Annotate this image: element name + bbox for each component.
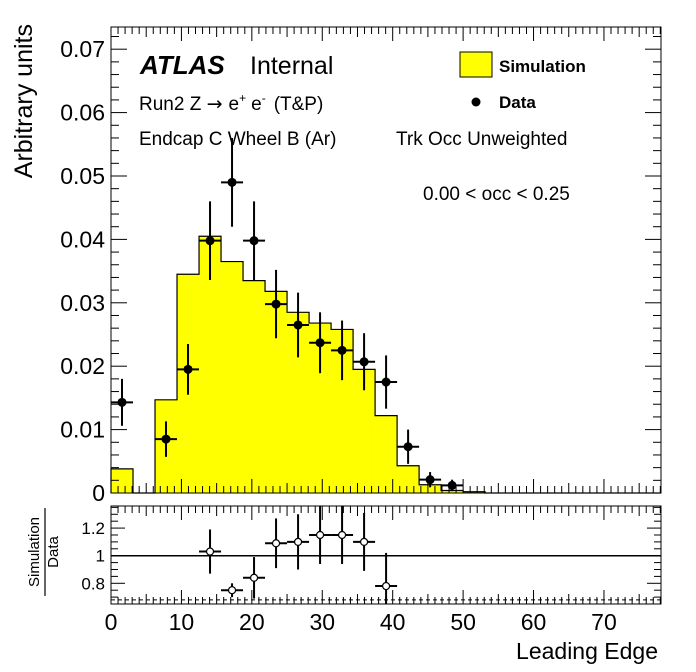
main-x-axis (110, 27, 661, 493)
ratio-point (227, 586, 237, 595)
simulation-bin (265, 291, 288, 493)
y-tick-label: 0.05 (60, 163, 105, 189)
data-point (227, 177, 237, 187)
ratio-point (359, 537, 369, 546)
ratio-point (293, 537, 303, 546)
weighting-label: Trk Occ Unweighted (396, 129, 567, 150)
data-point (403, 442, 413, 452)
data-points (111, 137, 464, 492)
simulation-bin (111, 468, 134, 493)
simulation-bin (221, 261, 244, 493)
y-tick-label: 0.04 (60, 226, 105, 252)
y-tick-label: 0 (92, 480, 105, 506)
legend-simulation-swatch (459, 51, 493, 78)
x-tick-label: 20 (239, 609, 265, 635)
x-tick-label: 0 (105, 609, 118, 635)
simulation-bin (419, 484, 442, 493)
main-plot-panel: 0 0.01 0.02 0.03 0.04 0.05 0.06 0.07 (60, 26, 662, 506)
ratio-point (337, 530, 347, 540)
ratio-y-denominator: Data (45, 536, 62, 568)
data-point (337, 345, 347, 355)
simulation-bin (397, 465, 420, 493)
data-point (271, 299, 281, 309)
simulation-bin (375, 415, 398, 493)
ratio-point (205, 547, 215, 556)
x-tick-label: 60 (521, 609, 547, 635)
ratio-y-axis: 0.8 1 1.2 (81, 506, 661, 598)
region-label: Endcap C Wheel B (Ar) (139, 129, 336, 150)
process-suffix: (T&P) (274, 94, 324, 115)
data-point (381, 377, 391, 387)
simulation-bin (243, 280, 266, 493)
ratio-y-tick-label: 1.2 (81, 519, 105, 538)
process-prefix: Run2 Z (139, 94, 207, 115)
atlas-label: ATLAS (139, 50, 225, 80)
data-point (447, 480, 457, 490)
data-point (117, 397, 127, 407)
arrow-symbol: → (207, 93, 223, 115)
data-point (359, 357, 369, 367)
legend-simulation-label: Simulation (499, 57, 586, 76)
x-tick-label: 30 (309, 609, 335, 635)
ratio-y-numerator: Simulation (26, 517, 43, 587)
data-point (293, 320, 303, 330)
simulation-bin (309, 323, 332, 493)
simulation-bin (199, 236, 222, 493)
electron-plus-charge: + (239, 91, 246, 105)
x-tick-label: 50 (450, 609, 476, 635)
ratio-plot-panel: 0.8 1 1.2 0 10 20 30 40 50 60 70 (81, 505, 662, 635)
x-tick-label: 10 (169, 609, 195, 635)
ratio-point (271, 539, 281, 548)
legend-data-marker (471, 97, 481, 107)
data-point (315, 338, 325, 348)
data-point (161, 434, 171, 444)
x-axis-title: Leading Edge (516, 638, 658, 664)
y-tick-label: 0.01 (60, 417, 105, 443)
y-tick-label: 0.06 (60, 100, 105, 126)
simulation-histogram (110, 235, 662, 494)
y-tick-label: 0.03 (60, 290, 105, 316)
ratio-point (381, 581, 391, 591)
ratio-y-tick-label: 0.8 (81, 574, 105, 593)
y-tick-label: 0.07 (60, 36, 105, 62)
electron-minus: e (251, 94, 262, 115)
legend-data-label: Data (499, 93, 536, 112)
internal-label: Internal (250, 52, 333, 80)
legend: Simulation Data (459, 51, 586, 112)
x-tick-label: 70 (591, 609, 617, 635)
simulation-bin (441, 490, 464, 493)
process-label: Run2 Z → e+ e- (T&P) (139, 91, 323, 115)
ratio-x-axis: 0 10 20 30 40 50 60 70 (105, 506, 661, 635)
simulation-bin (463, 491, 486, 493)
data-point (183, 364, 193, 374)
ratio-points (199, 506, 398, 604)
ratio-y-tick-label: 1 (96, 547, 105, 566)
electron-plus: e (229, 94, 240, 115)
simulation-bin (331, 329, 354, 493)
data-point (425, 475, 435, 485)
electron-minus-charge: - (262, 91, 266, 105)
data-point (249, 236, 259, 246)
y-axis-title: Arbitrary units (10, 24, 38, 178)
ratio-y-axis-title: Simulation Data (26, 508, 62, 596)
ratio-point (315, 530, 325, 540)
simulation-bin (287, 312, 310, 493)
simulation-bin (353, 369, 376, 493)
main-y-axis: 0 0.01 0.02 0.03 0.04 0.05 0.06 0.07 (60, 36, 661, 506)
ratio-point (249, 573, 259, 582)
occupancy-range-label: 0.00 < occ < 0.25 (423, 184, 570, 205)
y-tick-label: 0.02 (60, 353, 105, 379)
data-point (205, 236, 215, 246)
x-tick-label: 40 (380, 609, 406, 635)
